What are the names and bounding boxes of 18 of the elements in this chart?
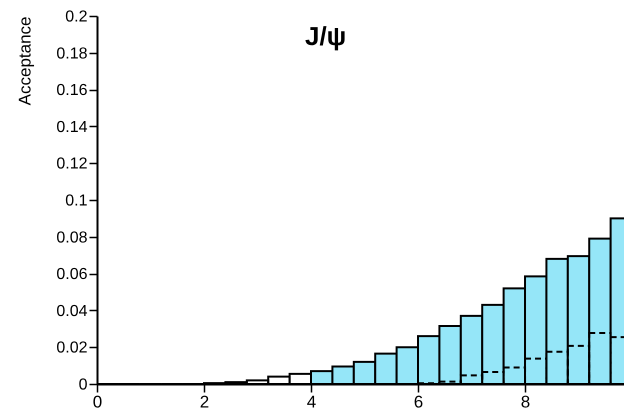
y-tick-label: 0.12 xyxy=(56,156,88,173)
y-tick-label: 0.08 xyxy=(56,229,88,246)
y-tick-label: 0.06 xyxy=(56,266,88,284)
x-tick-label: 0 xyxy=(92,392,102,409)
y-axis-title: Acceptance xyxy=(16,16,34,106)
x-tick-label: 2 xyxy=(200,392,210,409)
x-tick-label: 8 xyxy=(520,392,530,409)
x-tick-label: 6 xyxy=(414,392,424,409)
y-tick-label: 0.14 xyxy=(56,118,88,136)
y-tick-label: 0.16 xyxy=(56,82,88,100)
y-tick-label: 0.02 xyxy=(56,340,88,357)
y-tick-label: 0.18 xyxy=(56,45,88,62)
y-tick-label: 0.04 xyxy=(56,302,88,320)
chart-title: J/ψ xyxy=(305,21,346,51)
y-tick-label: 0.1 xyxy=(65,192,88,210)
x-tick-label: 4 xyxy=(306,392,316,409)
y-tick-label: 0.2 xyxy=(65,8,88,26)
y-tick-label: 0 xyxy=(78,376,88,394)
